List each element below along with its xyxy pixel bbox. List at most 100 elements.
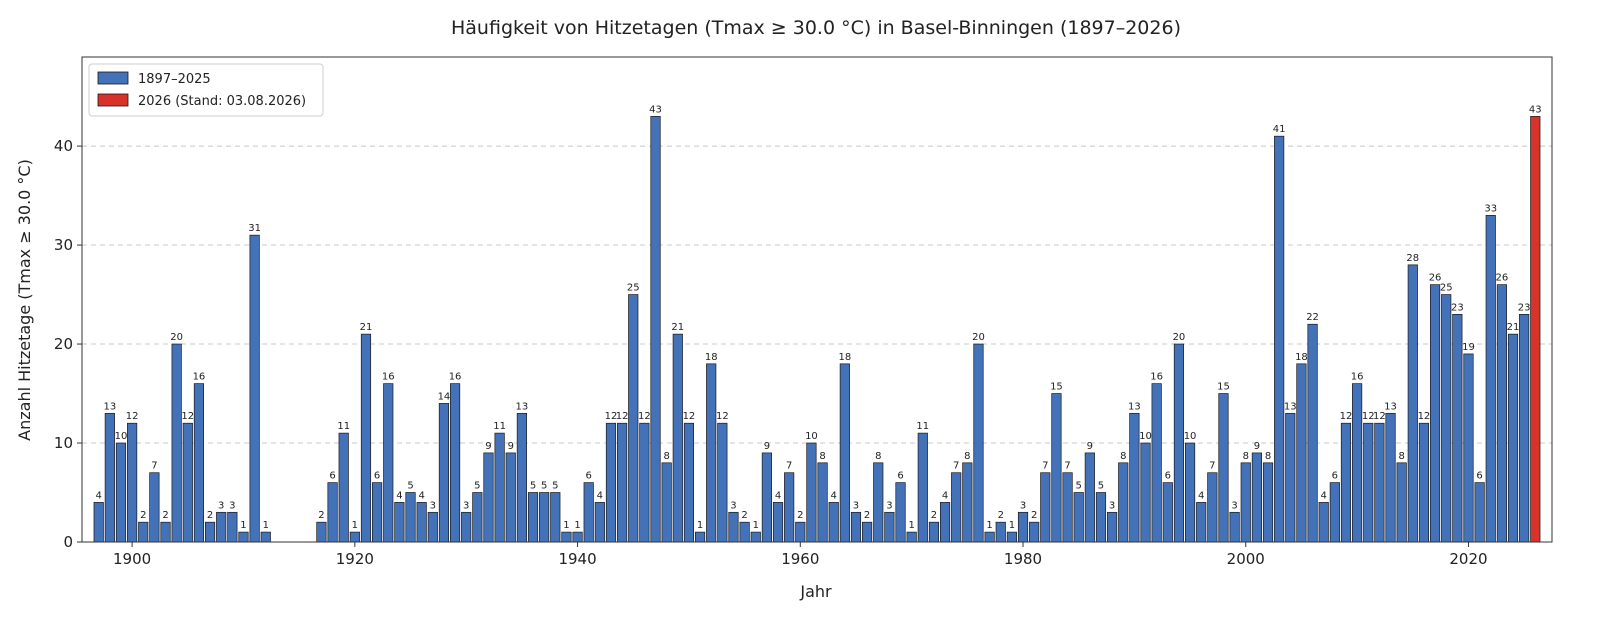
bar xyxy=(761,452,772,543)
bar-value-label: 9 xyxy=(764,441,770,452)
bar xyxy=(539,492,550,543)
bar xyxy=(817,462,828,543)
bar xyxy=(750,531,761,543)
bar-value-label: 4 xyxy=(942,490,948,501)
y-axis-label: Anzahl Hitzetage (Tmax ≥ 30.0 °C) xyxy=(15,159,34,441)
bar-value-label: 12 xyxy=(683,411,696,422)
bar-value-label: 21 xyxy=(360,322,373,333)
bar-value-label: 6 xyxy=(1165,471,1171,482)
bar xyxy=(1140,442,1151,543)
bar-value-label: 12 xyxy=(181,411,194,422)
bar xyxy=(327,482,338,543)
bar-value-label: 7 xyxy=(786,461,792,472)
bar-value-label: 6 xyxy=(1476,471,1482,482)
bar xyxy=(806,442,817,543)
bar xyxy=(650,116,661,543)
bar xyxy=(1441,294,1452,543)
bar-value-label: 28 xyxy=(1406,253,1419,264)
bar-value-label: 13 xyxy=(1284,401,1297,412)
bar-value-label: 25 xyxy=(627,283,640,294)
bar-value-label: 11 xyxy=(916,421,929,432)
x-tick-label: 1940 xyxy=(558,550,596,568)
bar-value-label: 1 xyxy=(240,520,246,531)
bar-value-label: 15 xyxy=(1050,382,1063,393)
bar xyxy=(1051,393,1062,543)
bar-value-label: 4 xyxy=(1198,490,1204,501)
bar-value-label: 31 xyxy=(248,223,261,234)
bar-value-label: 4 xyxy=(1321,490,1327,501)
bar xyxy=(1196,502,1207,543)
bar-value-label: 5 xyxy=(1098,481,1104,492)
bar xyxy=(1262,462,1274,543)
bar xyxy=(227,511,238,543)
x-tick-label: 1900 xyxy=(113,550,151,568)
bar-value-label: 2 xyxy=(741,510,747,521)
bar-value-label: 7 xyxy=(953,461,959,472)
bar xyxy=(138,521,149,543)
bar-value-label: 1 xyxy=(574,520,580,531)
bar xyxy=(383,383,394,543)
bar-value-label: 11 xyxy=(493,421,506,432)
bar-value-label: 1 xyxy=(263,520,269,531)
bar-value-label: 5 xyxy=(552,481,558,492)
bar-value-label: 3 xyxy=(886,500,892,511)
legend-entry-label: 2026 (Stand: 03.08.2026) xyxy=(138,94,306,109)
bar xyxy=(1485,215,1496,543)
bar-value-label: 8 xyxy=(964,451,970,462)
bar xyxy=(1385,412,1396,543)
bar xyxy=(1084,452,1095,543)
bar-value-label: 6 xyxy=(897,471,903,482)
bar-value-label: 12 xyxy=(1373,411,1386,422)
bar-value-label: 2 xyxy=(207,510,213,521)
bar-value-label: 2 xyxy=(998,510,1004,521)
bar xyxy=(1107,511,1118,543)
bar xyxy=(1073,492,1084,543)
bar xyxy=(1463,353,1474,543)
bar xyxy=(416,502,427,543)
bar-value-label: 43 xyxy=(1529,104,1542,115)
bar-value-label: 7 xyxy=(1064,461,1070,472)
y-tick-label: 30 xyxy=(54,236,73,254)
bar-value-label: 19 xyxy=(1462,342,1475,353)
bar xyxy=(917,432,928,543)
bar-value-label: 13 xyxy=(1384,401,1397,412)
bar xyxy=(238,531,249,543)
bar xyxy=(1530,116,1541,543)
bar xyxy=(204,521,216,543)
bar xyxy=(895,482,906,543)
bar xyxy=(160,521,171,543)
bar-value-label: 12 xyxy=(605,411,618,422)
bar-value-label: 33 xyxy=(1484,203,1497,214)
bar xyxy=(127,422,138,543)
bar-value-label: 8 xyxy=(1398,451,1404,462)
bar xyxy=(338,432,349,543)
bar xyxy=(505,452,516,543)
bar xyxy=(1218,393,1229,543)
legend: 1897–2025 2026 (Stand: 03.08.2026) xyxy=(88,63,324,117)
bar-value-label: 16 xyxy=(193,372,206,383)
bar xyxy=(683,422,695,543)
bar-value-label: 2 xyxy=(864,510,870,521)
bar-value-label: 9 xyxy=(508,441,514,452)
bar xyxy=(93,502,104,543)
bar-value-label: 4 xyxy=(597,490,603,501)
bar-value-label: 10 xyxy=(805,431,818,442)
x-tick-label: 1980 xyxy=(1004,550,1042,568)
bar xyxy=(349,531,360,543)
bar xyxy=(372,482,383,543)
legend-entry-label: 1897–2025 xyxy=(138,72,211,87)
bar xyxy=(1029,521,1040,543)
bar-value-label: 18 xyxy=(705,352,718,363)
bar xyxy=(973,343,984,543)
x-tick-label: 1920 xyxy=(336,550,374,568)
bar xyxy=(360,333,372,543)
bar-value-label: 3 xyxy=(1020,500,1026,511)
bar xyxy=(717,422,728,543)
bar xyxy=(906,531,917,543)
bar-value-label: 7 xyxy=(1209,461,1215,472)
bar-value-label: 9 xyxy=(1087,441,1093,452)
bar xyxy=(1207,472,1218,543)
bar xyxy=(550,492,561,543)
